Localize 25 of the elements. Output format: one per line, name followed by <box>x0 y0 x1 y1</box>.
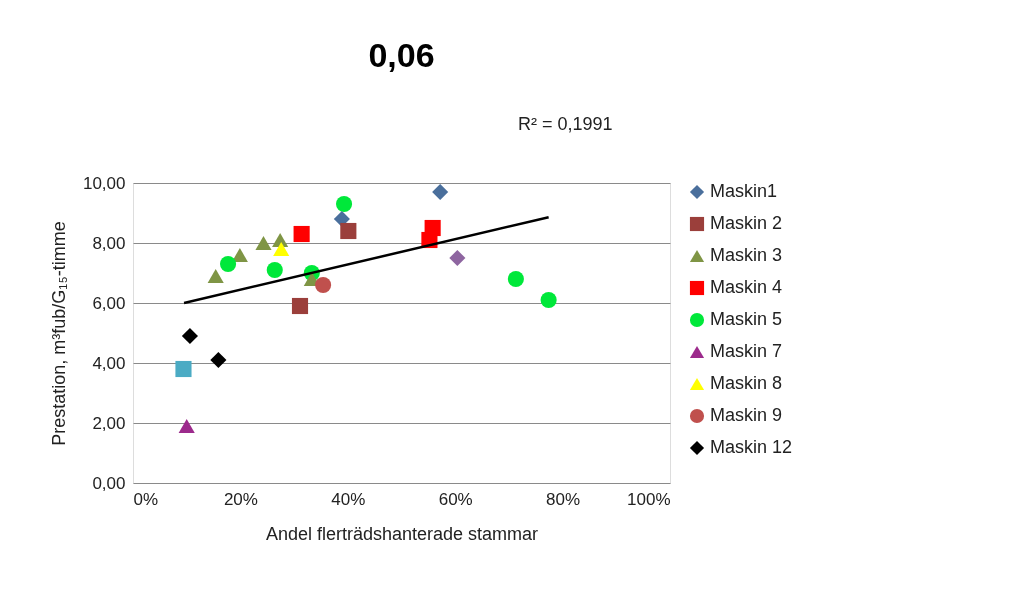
chart-title: 0,06 <box>368 36 435 74</box>
y-tick-label: 8,00 <box>92 233 126 253</box>
legend-label: Maskin 9 <box>710 405 783 425</box>
x-axis-title: Andel flerträdshanterade stammar <box>265 523 539 544</box>
y-tick-label: 0,00 <box>92 473 126 493</box>
legend-label: Maskin 12 <box>710 437 793 457</box>
y-tick-label: 4,00 <box>92 353 126 373</box>
x-tick-label: 60% <box>438 489 473 509</box>
legend-label: Maskin 4 <box>710 277 783 297</box>
y-tick-label: 10,00 <box>82 173 126 193</box>
y-axis-title: Prestation, m³fub/G₁₅-timme <box>48 221 69 446</box>
x-tick-label: 80% <box>546 489 581 509</box>
x-tick-label: 0% <box>133 489 159 509</box>
y-tick-label: 2,00 <box>92 413 126 433</box>
x-tick-label: 40% <box>331 489 366 509</box>
x-tick-label: 20% <box>223 489 258 509</box>
y-tick-label: 6,00 <box>92 293 126 313</box>
legend-label: Maskin 2 <box>710 213 783 233</box>
legend-label: Maskin 3 <box>710 245 783 265</box>
legend-label: Maskin 7 <box>710 341 783 361</box>
x-tick-label: 100% <box>627 489 671 509</box>
legend-label: Maskin 8 <box>710 373 783 393</box>
legend-label: Maskin 5 <box>710 309 783 329</box>
legend-label: Maskin1 <box>710 181 778 201</box>
text: R² = 0,1991 <box>518 114 613 134</box>
